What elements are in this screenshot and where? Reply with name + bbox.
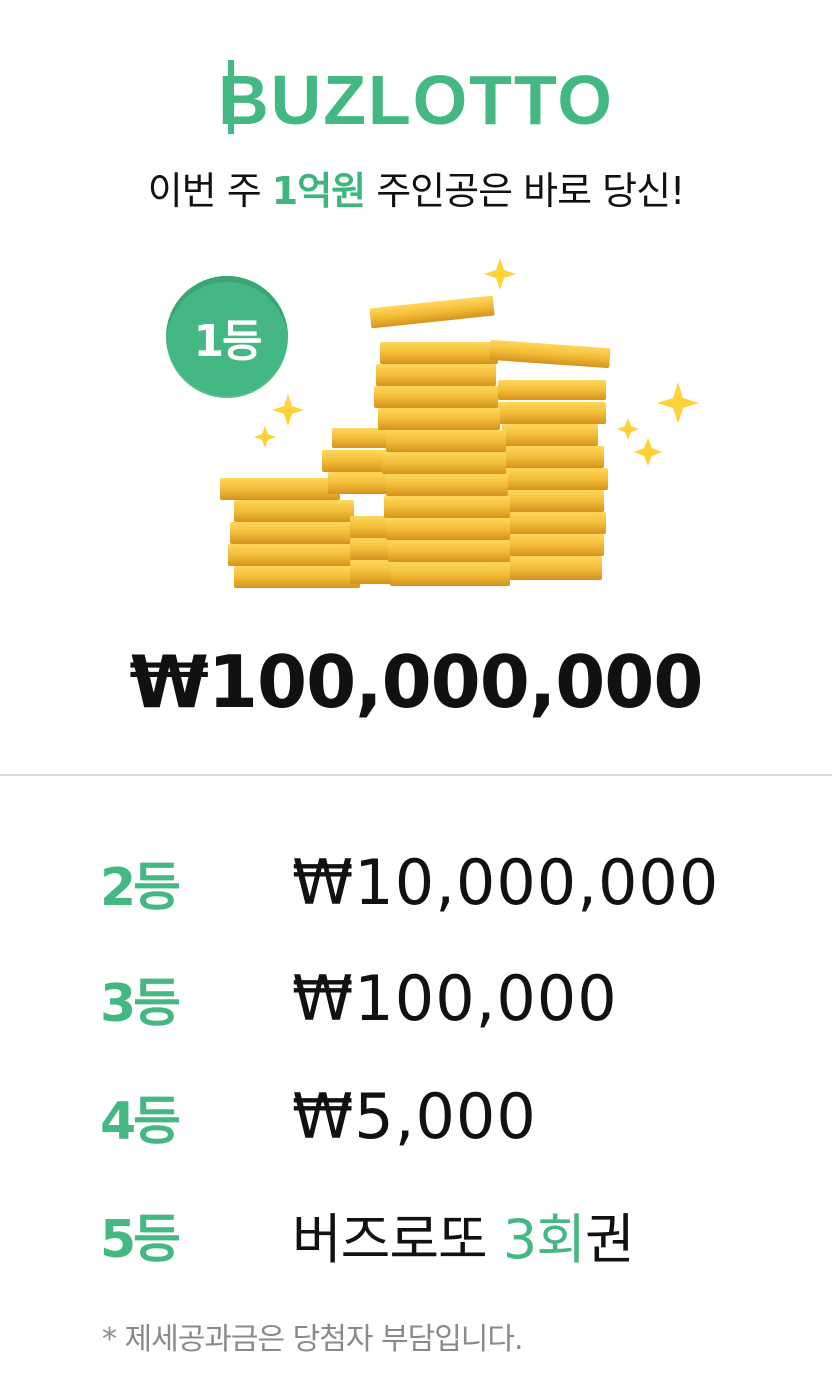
- prize-row-4: 4등 ₩5,000: [0, 1076, 832, 1156]
- coin-stack-right: [496, 380, 608, 580]
- svg-text:BUZLOTTO: BUZLOTTO: [218, 61, 614, 138]
- first-prize-amount: ₩100,000,000: [129, 640, 704, 724]
- prize-rank-label: 3등: [100, 973, 181, 1034]
- first-rank-badge: 1등: [166, 276, 288, 398]
- coin-stack-left: [220, 478, 360, 588]
- prize-rank-label: 5등: [100, 1209, 181, 1270]
- prize-amount: 버즈로또 3회권: [292, 1195, 635, 1274]
- tax-footnote: * 제세공과금은 당첨자 부담입니다.: [102, 1322, 524, 1357]
- prize-amount-highlight: 3회: [502, 1207, 586, 1271]
- buzlotto-logo-icon: BUZLOTTO: [218, 60, 614, 138]
- tagline-prefix: 이번 주: [147, 169, 272, 213]
- prize-rank-label: 2등: [100, 857, 181, 918]
- prize-amount: ₩100,000: [292, 961, 618, 1035]
- tagline-suffix: 주인공은 바로 당신!: [365, 169, 685, 213]
- gold-coins-icon: [220, 258, 699, 588]
- coin-stack-center: [374, 342, 510, 586]
- tagline-highlight-amount: 1억원: [271, 169, 366, 213]
- prize-row-2: 2등 ₩10,000,000: [0, 842, 832, 922]
- prize-row-5: 5등 버즈로또 3회권: [0, 1194, 832, 1274]
- prize-amount-prefix: 버즈로또: [292, 1207, 503, 1271]
- tagline: 이번 주 1억원 주인공은 바로 당신!: [0, 160, 832, 215]
- prize-amount: ₩10,000,000: [292, 845, 720, 919]
- prize-amount: ₩5,000: [292, 1079, 537, 1153]
- divider: [0, 774, 832, 776]
- prize-amount-suffix: 권: [584, 1207, 635, 1271]
- sparkles: [254, 258, 699, 466]
- prize-row-3: 3등 ₩100,000: [0, 958, 832, 1038]
- prize-rank-label: 4등: [100, 1091, 181, 1152]
- brand-logo: BUZLOTTO: [0, 58, 832, 138]
